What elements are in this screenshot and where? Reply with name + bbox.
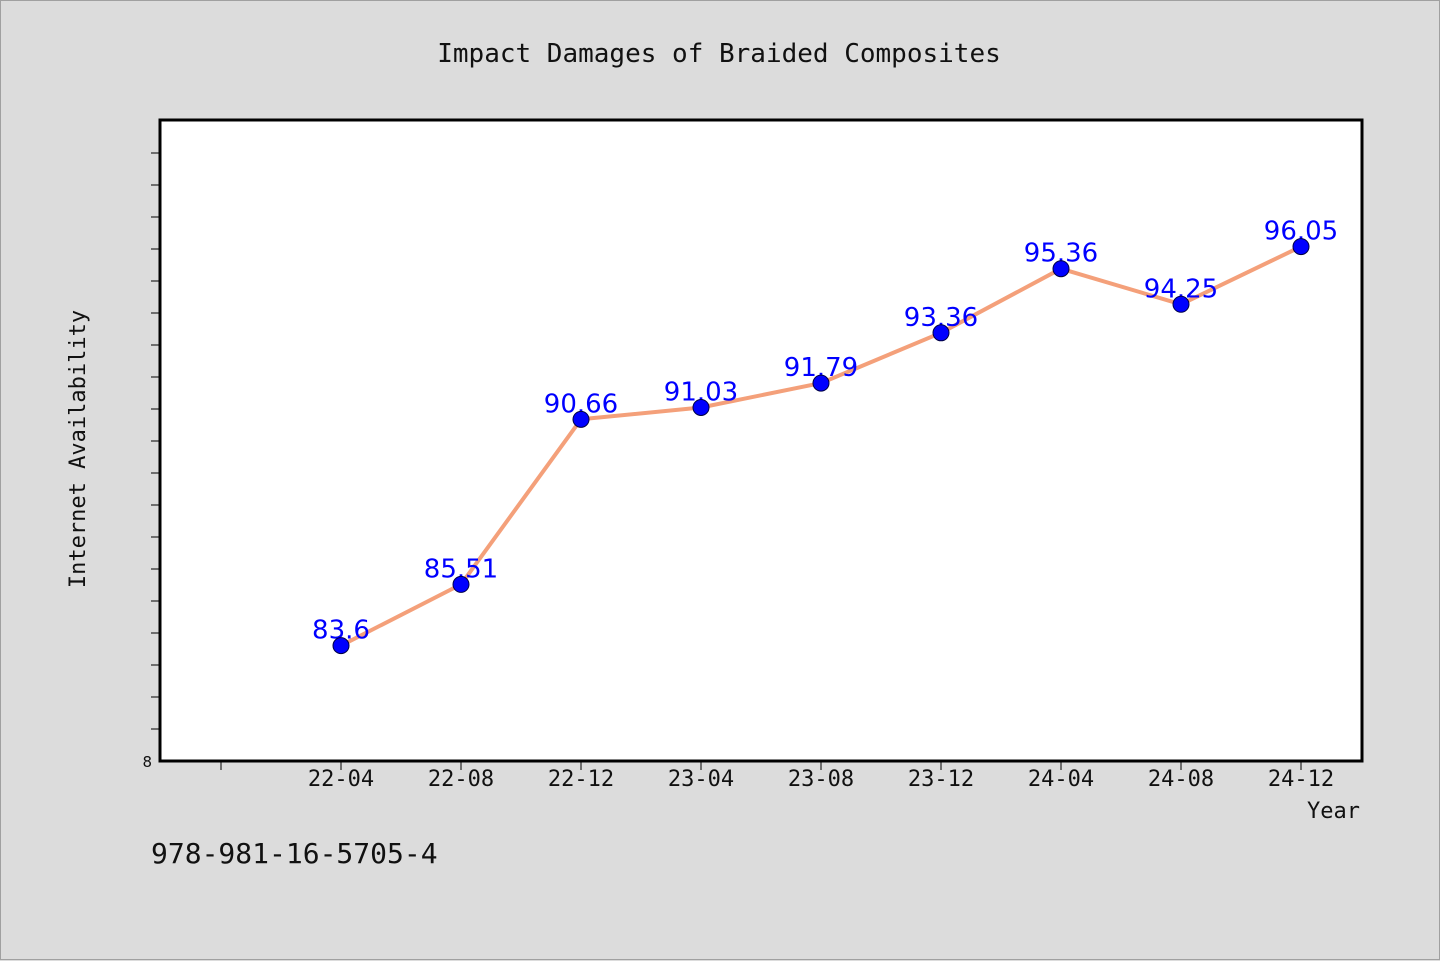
data-point-marker (1052, 260, 1070, 278)
data-point-marker (452, 575, 470, 593)
data-point-marker (692, 398, 710, 416)
x-tick-label: 22-08 (428, 767, 494, 792)
data-point-marker (1172, 295, 1190, 313)
x-tick-label: 24-12 (1268, 767, 1334, 792)
x-tick-label: 23-08 (788, 767, 854, 792)
x-tick-label: 22-04 (308, 767, 374, 792)
x-tick-label: 23-04 (668, 767, 734, 792)
x-tick-label: 24-08 (1148, 767, 1214, 792)
x-axis-ticks: 22-04 22-08 22-12 23-04 23-08 23-12 24-04 24-08… (220, 761, 1334, 792)
data-point-marker (932, 324, 950, 342)
plot-area (158, 118, 1364, 763)
data-point-marker (1292, 238, 1310, 256)
x-tick-label: 23-12 (908, 767, 974, 792)
chart-title: Impact Damages of Braided Composites (437, 39, 1001, 69)
isbn-text: 978-981-16-5705-4 (151, 837, 438, 870)
y-axis-label: Internet Availability (66, 310, 91, 588)
y-tick-label: 8 (142, 753, 152, 771)
data-point-marker (332, 637, 350, 655)
y-axis-ticks: 8 (142, 152, 160, 771)
data-point-marker (812, 374, 830, 392)
x-tick-label: 22-12 (548, 767, 614, 792)
x-tick-label: 24-04 (1028, 767, 1094, 792)
x-axis-label: Year (1307, 799, 1360, 824)
data-point-marker (572, 410, 590, 428)
